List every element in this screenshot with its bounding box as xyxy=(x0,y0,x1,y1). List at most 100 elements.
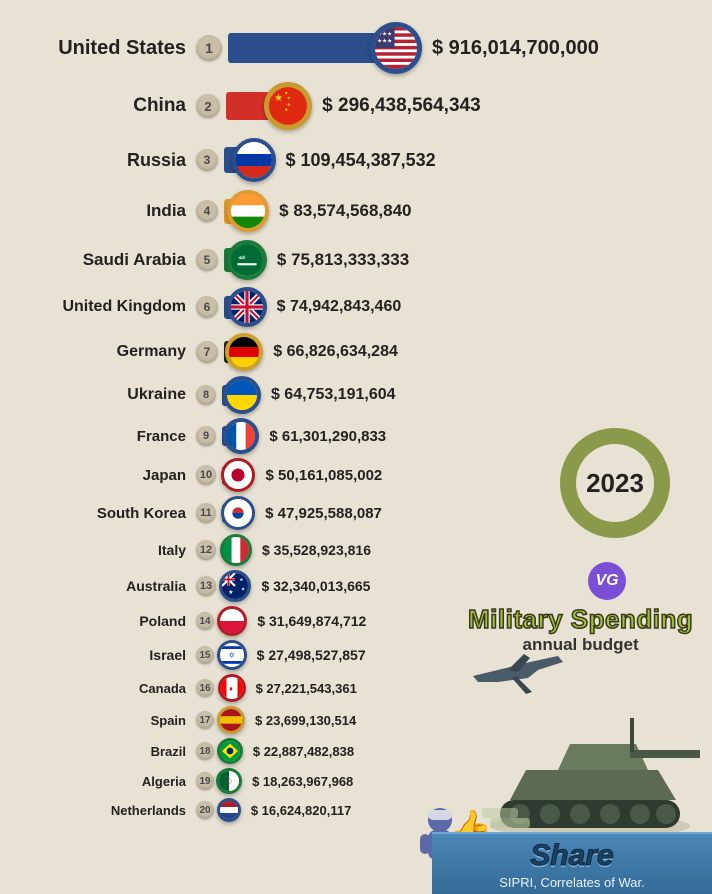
country-label: France xyxy=(0,428,186,445)
flag-icon: ★★★★★ xyxy=(264,82,312,130)
svg-text:★: ★ xyxy=(284,91,288,96)
flag-icon xyxy=(220,534,252,566)
bar-wrap xyxy=(220,736,243,766)
title-main: Military Spending xyxy=(468,604,693,635)
value-label: $ 83,574,568,840 xyxy=(279,201,411,221)
rank-badge: 18 xyxy=(196,742,214,760)
flag-icon xyxy=(225,333,263,371)
svg-text:★: ★ xyxy=(242,586,246,591)
value-label: $ 74,942,843,460 xyxy=(277,298,402,316)
bar-wrap xyxy=(222,456,255,494)
flag-icon xyxy=(217,798,241,822)
tank-icon xyxy=(480,700,700,840)
share-bar[interactable]: Share SIPRI, Correlates of War. xyxy=(432,832,712,894)
flag-icon xyxy=(223,376,261,414)
jet-icon xyxy=(468,648,568,696)
country-label: Italy xyxy=(0,542,186,558)
svg-text:★: ★ xyxy=(287,96,291,101)
chart-row: Saudi Arabia 5ﷲ $ 75,813,333,333 xyxy=(0,236,712,284)
flag-icon xyxy=(217,738,243,764)
year-ring: 2023 xyxy=(560,428,670,538)
flag-icon: ♦ xyxy=(218,674,246,702)
value-label: $ 61,301,290,833 xyxy=(269,428,386,445)
country-label: India xyxy=(0,201,186,221)
bar-wrap: ☪ xyxy=(220,766,242,796)
svg-text:★★★: ★★★ xyxy=(377,30,392,37)
rank-badge: 10 xyxy=(196,465,216,485)
rank-badge: 15 xyxy=(196,646,214,664)
flag-icon: ★ ★ ★ xyxy=(219,570,251,602)
country-label: Canada xyxy=(0,681,186,696)
rank-badge: 17 xyxy=(196,711,214,729)
chart-row: United Kingdom 6 $ 74,942,843,460 xyxy=(0,284,712,330)
chart-row: Ukraine8$ 64,753,191,604 xyxy=(0,374,712,416)
svg-text:★: ★ xyxy=(240,577,244,582)
value-label: $ 16,624,820,117 xyxy=(251,803,352,818)
rank-badge: 3 xyxy=(196,149,218,171)
svg-text:♦: ♦ xyxy=(229,684,233,693)
value-label: $ 75,813,333,333 xyxy=(277,250,409,270)
country-label: Spain xyxy=(0,713,186,728)
bar-wrap: ★★★★★ xyxy=(226,78,312,134)
country-label: Netherlands xyxy=(0,803,186,818)
chart-row: Germany7$ 66,826,634,284 xyxy=(0,330,712,374)
value-label: $ 50,161,085,002 xyxy=(265,467,382,484)
rank-badge: 2 xyxy=(196,94,220,118)
flag-icon xyxy=(227,190,269,232)
value-label: $ 23,699,130,514 xyxy=(255,713,356,728)
year-label: 2023 xyxy=(576,444,654,522)
bar-wrap: ★★★★★★ xyxy=(228,18,422,78)
svg-text:★★★: ★★★ xyxy=(377,37,392,44)
rank-badge: 7 xyxy=(196,341,218,363)
flag-icon: ★★★★★★ xyxy=(370,22,422,74)
flag-icon xyxy=(223,418,259,454)
country-label: Japan xyxy=(0,467,186,484)
country-label: Israel xyxy=(0,647,186,663)
bar-wrap xyxy=(220,704,245,736)
rank-badge: 4 xyxy=(196,200,218,222)
bar-wrap: ♦ xyxy=(220,672,246,704)
bar-wrap xyxy=(222,532,252,568)
rank-badge: 1 xyxy=(196,35,222,61)
country-label: Australia xyxy=(0,578,186,594)
country-label: Saudi Arabia xyxy=(0,250,186,270)
flag-icon xyxy=(221,496,255,530)
chart-row: China2★★★★★$ 296,438,564,343 xyxy=(0,78,712,134)
country-label: United States xyxy=(0,37,186,60)
rank-badge: 20 xyxy=(196,801,214,819)
bar-wrap xyxy=(222,374,261,416)
vg-logo: VG xyxy=(588,562,626,600)
flag-icon xyxy=(217,606,247,636)
rank-badge: 9 xyxy=(196,426,216,446)
svg-text:✡: ✡ xyxy=(228,650,234,659)
value-label: $ 18,263,967,968 xyxy=(252,774,353,789)
share-label: Share xyxy=(530,839,613,873)
flag-icon: ☪ xyxy=(216,768,242,794)
share-credit: SIPRI, Correlates of War. xyxy=(499,875,644,890)
rank-badge: 14 xyxy=(196,612,214,630)
flag-icon: ✡ xyxy=(217,640,247,670)
svg-text:★: ★ xyxy=(287,102,291,107)
svg-text:★: ★ xyxy=(229,589,234,596)
value-label: $ 296,438,564,343 xyxy=(322,95,481,117)
rank-badge: 13 xyxy=(196,576,216,596)
chart-row: United States1★★★★★★$ 916,014,700,000 xyxy=(0,18,712,78)
value-label: $ 109,454,387,532 xyxy=(286,150,436,171)
rank-badge: 6 xyxy=(196,296,218,318)
bar-wrap xyxy=(224,330,263,374)
bar-wrap: ✡ xyxy=(220,638,247,672)
rank-badge: 5 xyxy=(196,249,218,271)
rank-badge: 16 xyxy=(196,679,214,697)
country-label: United Kingdom xyxy=(0,298,186,316)
flag-icon xyxy=(227,287,267,327)
country-label: Algeria xyxy=(0,774,186,789)
chart-row: India 4 $ 83,574,568,840 xyxy=(0,186,712,236)
value-label: $ 64,753,191,604 xyxy=(271,386,396,404)
value-label: $ 47,925,588,087 xyxy=(265,505,382,522)
bar-wrap: ﷲ xyxy=(224,236,267,284)
flag-icon xyxy=(221,458,255,492)
bar-wrap xyxy=(222,494,255,532)
bar-wrap xyxy=(222,416,259,456)
value-label: $ 31,649,874,712 xyxy=(257,613,366,629)
rank-badge: 12 xyxy=(196,540,216,560)
